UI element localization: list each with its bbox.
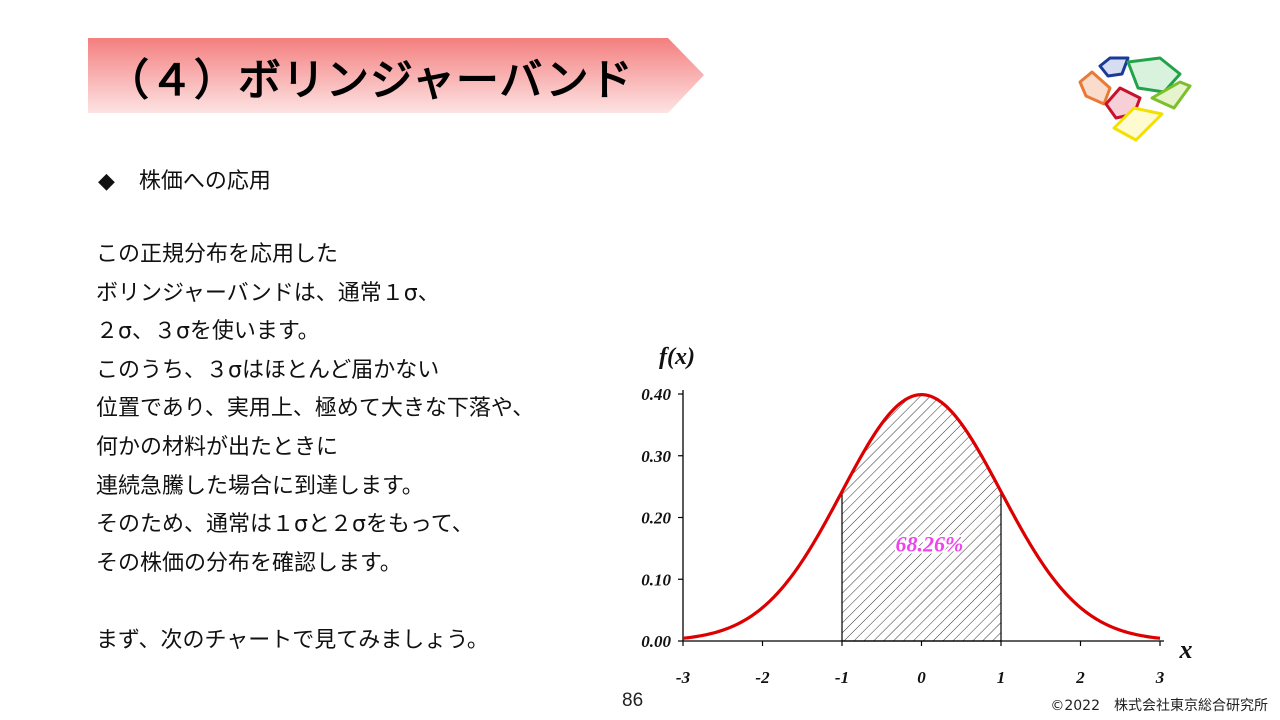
body-line: その株価の分布を確認します。 — [96, 550, 402, 576]
normal-distribution-chart: 0.00 0.10 0.20 0.30 0.40 -3 -2 -1 0 1 2 3 f(x) x 68.26… — [641, 344, 1193, 687]
title-banner-shape — [88, 38, 704, 113]
logo-yellow-shape — [1112, 106, 1164, 142]
body-line: 連続急騰した場合に到達します。 — [96, 473, 424, 499]
page-title: （４）ボリンジャーバンド — [106, 56, 634, 106]
y-tick-label: 0.40 — [641, 385, 671, 404]
y-tick-label: 0.00 — [641, 632, 671, 651]
body-line: ２σ、３σを使います。 — [96, 319, 320, 345]
y-tick-label: 0.30 — [641, 447, 671, 466]
x-tick-label: -1 — [835, 668, 849, 687]
y-axis-label: f(x) — [659, 344, 695, 370]
diamond-bullet-icon: ◆ — [98, 169, 115, 194]
y-tick-label: 0.10 — [641, 570, 671, 589]
body-line — [96, 583, 534, 622]
section-heading-text: 株価への応用 — [138, 169, 271, 194]
body-line: 位置であり、実用上、極めて大きな下落や、 — [96, 396, 535, 422]
y-tick-label: 0.20 — [641, 509, 671, 528]
body-line: ボリンジャーバンドは、通常１σ、 — [96, 280, 440, 306]
body-line: そのため、通常は１σと２σをもって、 — [96, 512, 474, 538]
body-line: このうち、３σはほとんど届かない — [96, 357, 440, 383]
body-line: 何かの材料が出たときに — [96, 434, 339, 460]
x-tick-label: 2 — [1075, 668, 1085, 687]
x-tick-label: -2 — [755, 668, 770, 687]
page-number: 86 — [622, 690, 644, 711]
shaded-area — [841, 394, 1002, 642]
body-line: まず、次のチャートで見てみましょう。 — [96, 627, 489, 653]
x-tick-label: 3 — [1155, 668, 1165, 687]
company-logo — [1078, 56, 1192, 142]
x-axis-label: x — [1179, 635, 1193, 664]
x-tick-label: -3 — [676, 668, 691, 687]
percentage-annotation: 68.26% — [896, 531, 964, 556]
copyright-text: ©2022 株式会社東京総合研究所 — [1050, 698, 1268, 714]
title-banner: （４）ボリンジャーバンド — [88, 38, 704, 113]
body-line: この正規分布を応用した — [96, 242, 339, 267]
body-text: この正規分布を応用した ボリンジャーバンドは、通常１σ、 ２σ、３σを使います。… — [96, 236, 534, 661]
logo-blue-shape — [1098, 56, 1130, 78]
logo-green-shape — [1126, 56, 1182, 94]
section-heading: ◆ 株価への応用 — [98, 163, 271, 195]
normal-curve — [682, 393, 1161, 640]
x-tick-label: 1 — [997, 668, 1006, 687]
logo-orange-shape — [1078, 70, 1112, 106]
logo-lime-shape — [1150, 80, 1192, 110]
x-tick-label: 0 — [917, 668, 926, 687]
